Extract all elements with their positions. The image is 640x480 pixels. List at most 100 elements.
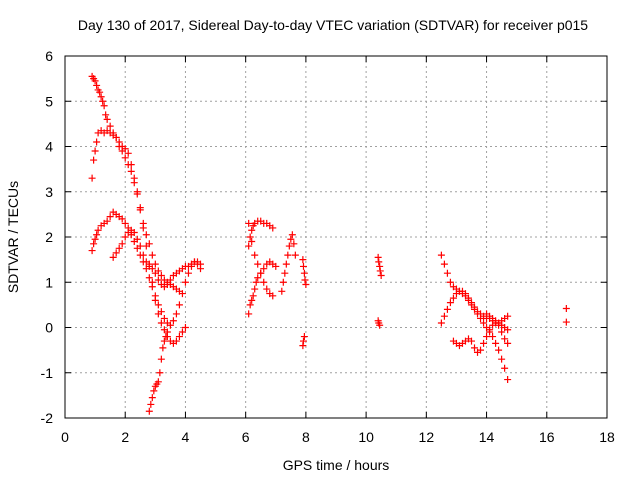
series-arc-6	[245, 258, 280, 318]
data-point	[157, 319, 165, 327]
data-point	[133, 235, 141, 243]
data-point	[93, 81, 101, 89]
data-point	[480, 319, 488, 327]
data-point	[181, 278, 189, 286]
data-point	[468, 337, 475, 345]
data-point	[145, 274, 153, 282]
series-arc-16	[562, 304, 570, 326]
data-point	[498, 328, 506, 336]
data-point	[118, 240, 126, 248]
data-point	[130, 228, 138, 236]
data-point	[150, 387, 158, 395]
data-point	[245, 242, 253, 250]
data-point	[282, 260, 290, 268]
data-point	[142, 242, 150, 250]
data-point	[300, 269, 308, 277]
data-point	[260, 265, 268, 273]
data-point	[281, 269, 289, 277]
x-tick-label: 0	[61, 429, 69, 445]
data-point	[437, 251, 445, 259]
data-point	[130, 174, 138, 182]
y-tick-label: -1	[41, 365, 54, 381]
data-point	[145, 407, 153, 415]
data-point	[254, 274, 262, 282]
y-tick-label: 1	[45, 274, 53, 290]
data-point	[151, 260, 159, 268]
data-point	[263, 285, 271, 293]
series-arc-9	[278, 231, 299, 295]
data-point	[103, 115, 111, 123]
series-arc-2	[88, 127, 189, 347]
data-point	[148, 283, 156, 291]
x-tick-label: 12	[419, 429, 435, 445]
data-point	[251, 285, 259, 293]
data-point	[88, 247, 96, 255]
data-point	[249, 292, 257, 300]
x-tick-label: 6	[242, 429, 250, 445]
data-points	[88, 72, 570, 415]
data-point	[278, 287, 286, 295]
data-point	[562, 318, 570, 326]
data-point	[302, 281, 310, 289]
data-point	[486, 326, 494, 334]
series-arc-7	[245, 217, 277, 250]
data-point	[248, 296, 256, 304]
data-point	[142, 231, 150, 239]
data-point	[562, 304, 570, 312]
data-point	[504, 339, 512, 347]
data-point	[300, 333, 308, 341]
x-tick-label: 10	[358, 429, 374, 445]
data-point	[163, 281, 171, 289]
data-point	[287, 235, 295, 243]
data-point	[178, 328, 186, 336]
data-point	[184, 269, 192, 277]
data-point	[437, 319, 445, 327]
data-point	[162, 333, 170, 341]
data-point	[159, 344, 167, 352]
data-point	[495, 346, 503, 354]
data-point	[96, 88, 104, 96]
data-point	[160, 314, 168, 322]
data-point	[121, 145, 129, 153]
series-arc-1	[88, 72, 183, 295]
data-point	[489, 333, 497, 341]
series-arc-12	[437, 251, 512, 384]
plot-frame	[64, 55, 608, 419]
series-arc-10	[299, 256, 310, 350]
data-point	[254, 260, 262, 268]
data-point	[446, 299, 454, 307]
data-point	[121, 233, 129, 241]
series-arc-3	[88, 208, 204, 329]
axis-ticks	[64, 55, 608, 419]
data-point	[151, 292, 159, 300]
data-point	[154, 378, 162, 386]
data-point	[91, 147, 99, 155]
data-point	[103, 217, 111, 225]
data-point	[440, 312, 448, 320]
data-point	[498, 355, 506, 363]
data-point	[446, 278, 454, 286]
data-point	[299, 256, 307, 264]
data-point	[156, 369, 164, 377]
data-point	[157, 355, 165, 363]
data-point	[246, 233, 254, 241]
data-point	[181, 324, 189, 331]
data-point	[99, 97, 107, 105]
data-point	[246, 301, 254, 309]
data-point	[477, 346, 485, 354]
data-point	[115, 244, 123, 252]
data-point	[193, 260, 201, 268]
series-arc-11	[374, 253, 385, 329]
data-point	[248, 226, 256, 234]
y-tick-label: 2	[45, 229, 53, 245]
data-point	[154, 276, 162, 284]
data-point	[91, 235, 99, 243]
series-arc-13	[437, 287, 512, 327]
data-point	[124, 149, 132, 157]
y-axis-label: SDTVAR / TECUs	[5, 181, 21, 293]
series-arc-8	[245, 219, 277, 300]
data-point	[301, 276, 309, 284]
data-point	[90, 240, 98, 248]
data-point	[166, 321, 174, 329]
